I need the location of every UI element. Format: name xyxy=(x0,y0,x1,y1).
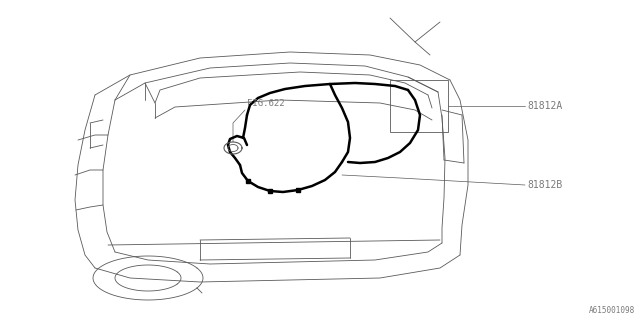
Text: 81812B: 81812B xyxy=(527,180,563,190)
Text: A615001098: A615001098 xyxy=(589,306,635,315)
Bar xyxy=(390,80,448,132)
Text: FIG.622: FIG.622 xyxy=(247,99,285,108)
Text: 81812A: 81812A xyxy=(527,101,563,111)
